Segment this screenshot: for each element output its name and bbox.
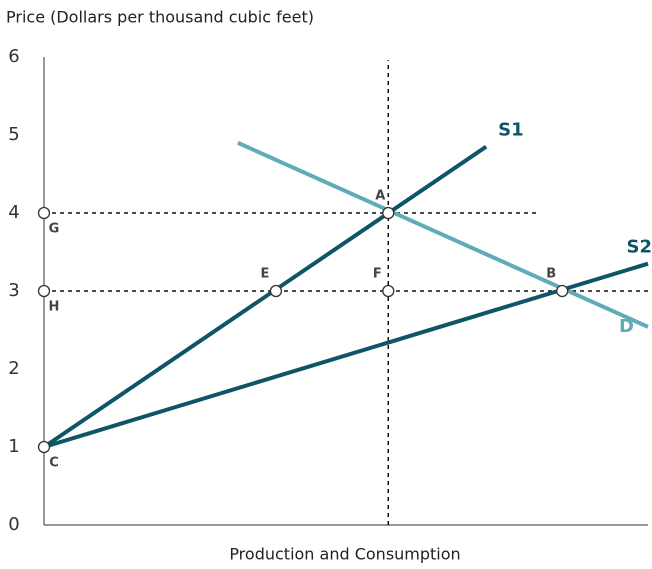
series-line bbox=[237, 140, 649, 329]
x-axis-title: Production and Consumption bbox=[229, 545, 460, 564]
y-tick-label: 1 bbox=[8, 436, 19, 457]
series-label: S1 bbox=[498, 120, 524, 141]
point bbox=[382, 284, 395, 298]
series-line bbox=[43, 261, 649, 449]
point-label: G bbox=[49, 222, 60, 237]
point-label: F bbox=[373, 267, 382, 282]
y-tick-label: 2 bbox=[8, 358, 19, 379]
y-tick-label: 5 bbox=[8, 124, 19, 145]
point-label: B bbox=[546, 267, 556, 282]
y-tick-label: 3 bbox=[8, 280, 19, 301]
point bbox=[37, 284, 51, 298]
point bbox=[382, 206, 395, 220]
point-label: A bbox=[375, 189, 385, 204]
y-tick-label: 4 bbox=[8, 202, 19, 223]
point bbox=[269, 284, 283, 298]
point-label: H bbox=[49, 300, 60, 315]
point bbox=[37, 206, 51, 220]
y-axis-title: Price (Dollars per thousand cubic feet) bbox=[6, 8, 314, 27]
series-label: D bbox=[619, 316, 634, 337]
point bbox=[37, 440, 51, 454]
point bbox=[556, 284, 569, 298]
y-tick-label: 6 bbox=[8, 46, 19, 67]
series-label: S2 bbox=[627, 237, 652, 258]
point-label: E bbox=[260, 267, 269, 282]
point-label: C bbox=[49, 456, 59, 471]
y-tick-label: 0 bbox=[8, 514, 19, 535]
series-line bbox=[42, 145, 488, 449]
